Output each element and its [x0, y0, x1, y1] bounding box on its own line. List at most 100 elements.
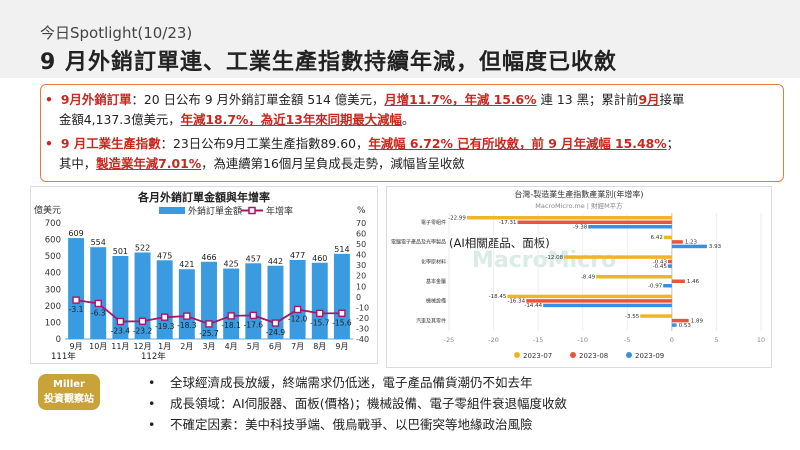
body-text: 金額4,137.3億美元， [59, 112, 181, 127]
growth-rate-point [316, 309, 324, 318]
outlook-bullet: • 全球經濟成長放緩，終端需求仍低迷，電子產品備貨潮仍不如去年 [148, 375, 533, 390]
order-bar [178, 269, 195, 339]
outlook-bullets: • 全球經濟成長放緩，終端需求仍低迷，電子產品備貨潮仍不如去年 • 成長領域：AI伺… [148, 372, 567, 435]
y2-tick-label: 10 [356, 282, 366, 291]
bar-value-label: 1.23 [685, 240, 698, 246]
order-bar [311, 262, 328, 339]
growth-rate-label: -19.3 [155, 322, 175, 331]
x-tick-label: 9月 [335, 342, 348, 351]
order-bar [156, 260, 173, 339]
legend-label: 2023-07 [523, 352, 552, 360]
industry-bar [640, 314, 672, 318]
industry-bar [507, 294, 672, 299]
growth-rate-label: -25.7 [199, 329, 219, 338]
bar-value-label: -0.43 [653, 259, 668, 265]
miller-logo: Miller 投資觀察站 [38, 374, 100, 410]
category-label: 化學原材料 [421, 258, 446, 265]
y2-tick-label: 30 [356, 261, 366, 270]
y-tick-label: 500 [45, 252, 61, 262]
legend-label: 2023-08 [579, 352, 608, 360]
right-chart-title: 台灣-製造業生產指數產業別(年增率) [514, 189, 643, 199]
category-label: 汽車及其零件 [416, 317, 446, 324]
x-tick-label: -5 [624, 336, 630, 344]
growth-rate-label: -23.2 [133, 326, 153, 335]
bar-value-label: 1.89 [691, 318, 704, 324]
bar-value-label: 554 [91, 238, 106, 247]
header-band [0, 0, 800, 78]
bar-value-label: 425 [224, 260, 239, 269]
growth-rate-point [338, 309, 346, 317]
body-text: 接單 [659, 92, 685, 107]
growth-rate-point [72, 296, 80, 304]
x-tick-label: 1月 [158, 342, 171, 351]
growth-rate-point [183, 312, 191, 320]
industry-production-chart: 台灣-製造業生產指數產業別(年增率) MacroMicro.me | 財經M平方… [391, 189, 765, 360]
spotlight-subtitle: 今日Spotlight(10/23) [40, 24, 193, 42]
key-points-box: • 9月外銷訂單：20 日公布 9 月外銷訂單金額 514 億美元，月增11.7%… [40, 84, 784, 182]
body-text: 其中， [59, 156, 97, 171]
bullet-1-line-1: • 9月外銷訂單：20 日公布 9 月外銷訂單金額 514 億美元，月增11.7%… [45, 92, 685, 107]
y-tick-label: 100 [45, 318, 61, 328]
bar-value-label: -0.97 [648, 284, 663, 290]
industry-bar [671, 240, 683, 244]
bar-value-label: -12.08 [545, 255, 563, 261]
bar-value-label: 457 [246, 254, 261, 263]
bar-value-label: 609 [68, 229, 83, 238]
y2-tick-label: -30 [356, 324, 369, 333]
outlook-bullet: • 成長領域：AI伺服器、面板(價格)；機械設備、電子零組件衰退幅度收斂 [148, 396, 567, 411]
growth-rate-label: -6.3 [91, 308, 106, 317]
y-tick-label: 200 [45, 302, 61, 312]
x-tick-label: 12月 [133, 342, 151, 351]
bar-value-label: 421 [179, 260, 194, 269]
growth-rate-point [205, 320, 213, 328]
bar-value-label: -22.99 [448, 216, 466, 222]
y2-tick-label: 70 [356, 219, 366, 228]
bar-value-label: -17.31 [499, 220, 517, 226]
x-tick-label: -10 [577, 336, 588, 344]
growth-rate-point [249, 311, 258, 320]
y-tick-label: 700 [45, 219, 61, 229]
bar-value-label: -16.34 [507, 299, 525, 305]
industry-bar [466, 216, 672, 220]
highlight-text: 9月外銷訂單 [60, 92, 132, 107]
left-chart-title: 各月外銷訂單金額與年增率 [137, 190, 270, 204]
category-label: 電腦電子產品及光學製品 [391, 239, 446, 246]
category-label: 基本金屬 [426, 278, 446, 285]
bar-value-label: 460 [312, 254, 327, 263]
bar-value-label: 501 [113, 247, 128, 256]
bar-value-label: -14.44 [524, 303, 542, 309]
x-tick-label: -20 [488, 336, 499, 344]
industry-bar [671, 279, 685, 283]
y2-tick-label: 0 [356, 293, 361, 302]
highlight-text: 9月 [638, 92, 660, 107]
highlight-text: 9 月工業生產指數 [60, 136, 161, 151]
x-tick-label: -25 [444, 336, 455, 344]
industry-production-chart-panel: 台灣-製造業生產指數產業別(年增率) MacroMicro.me | 財經M平方… [386, 186, 772, 368]
year-label-111: 111年 [51, 351, 76, 362]
growth-rate-label: -18.3 [177, 321, 197, 330]
x-tick-label: 6月 [269, 342, 282, 351]
bar-value-label: -9.38 [573, 225, 588, 231]
y2-tick-label: 50 [356, 240, 366, 249]
export-orders-chart: 各月外銷訂單金額與年增率 億美元 % 外銷訂單金額 年增率 111年 112年 … [34, 190, 369, 362]
order-bar [245, 263, 262, 339]
y2-tick-label: 60 [356, 230, 366, 239]
bar-value-label: 466 [201, 253, 216, 262]
order-bar [68, 238, 85, 339]
highlight-text: 製造業年減7.01% [96, 156, 202, 171]
bullet-2-line-2: 其中，製造業年減7.01%，為連續第16個月呈負成長走勢，減幅皆呈收斂 [59, 154, 465, 174]
legend-label: 2023-09 [635, 352, 664, 360]
x-tick-label: 2月 [180, 342, 193, 351]
legend-marker [570, 352, 576, 358]
export-orders-chart-panel: 各月外銷訂單金額與年增率 億美元 % 外銷訂單金額 年增率 111年 112年 … [30, 186, 378, 364]
industry-bar [667, 264, 672, 268]
growth-rate-label: -18.1 [221, 321, 241, 330]
x-tick-label: 10 [757, 336, 765, 344]
x-tick-label: 11月 [111, 342, 129, 351]
body-text: ：20 日公布 9 月外銷訂單金額 514 億美元， [131, 92, 385, 107]
order-bar [134, 252, 151, 339]
y2-tick-label: 40 [356, 251, 366, 260]
legend-line-marker [248, 206, 256, 215]
highlight-text: 月增11.7%，年減 15.6% [384, 92, 537, 107]
highlight-text: 年減幅 6.72% 已有所收斂，前 9 月年減幅 15.48% [368, 136, 667, 151]
